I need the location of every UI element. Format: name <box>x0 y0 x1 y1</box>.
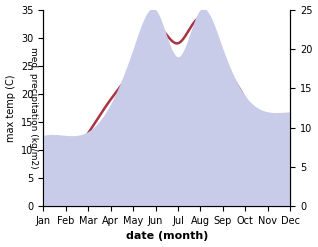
Y-axis label: med. precipitation (kg/m2): med. precipitation (kg/m2) <box>30 47 38 169</box>
X-axis label: date (month): date (month) <box>126 231 208 242</box>
Y-axis label: max temp (C): max temp (C) <box>5 74 16 142</box>
